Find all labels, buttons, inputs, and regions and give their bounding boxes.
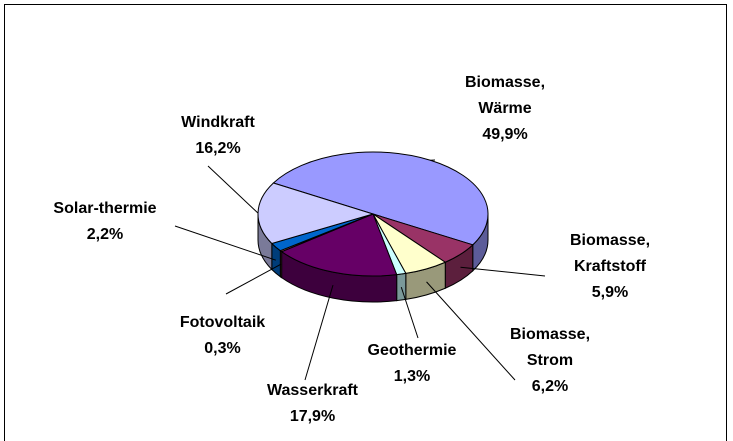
slice-top [272, 151, 489, 246]
leader-line [460, 266, 546, 277]
slice-value: 49,9% [482, 126, 528, 143]
slice-value: 0,3% [204, 340, 241, 357]
leader-line [426, 281, 516, 381]
slice-name: Geothermie [367, 342, 457, 359]
slice-label: Biomasse, Kraftstoff 5,9% [555, 228, 665, 306]
slice-name: Fotovoltaik [179, 314, 266, 331]
slice-label: Wasserkraft 17,9% [250, 378, 375, 430]
slice-value: 2,2% [86, 226, 124, 243]
pie-slice [280, 213, 398, 303]
slice-top [257, 182, 375, 245]
leader-line [400, 286, 419, 339]
slice-label: Geothermie 1,3% [352, 338, 472, 390]
pie-slice [257, 182, 375, 271]
slice-name: Solar-thermie [53, 200, 157, 217]
slice-value: 1,3% [393, 368, 431, 385]
slice-label: Biomasse, Wärme 49,9% [445, 70, 565, 148]
slice-value: 5,9% [591, 284, 629, 301]
slice-value: 16,2% [195, 140, 241, 157]
slice-label: Windkraft 16,2% [158, 110, 278, 162]
slice-label: Biomasse, Strom 6,2% [495, 322, 605, 400]
slice-name: Biomasse, Strom [509, 326, 591, 369]
slice-name: Wasserkraft [266, 382, 358, 399]
leader-line [225, 263, 282, 295]
slice-name: Biomasse, Kraftstoff [569, 232, 651, 275]
slice-top [280, 213, 398, 277]
leader-line [304, 284, 334, 381]
leader-line [207, 165, 259, 214]
slice-name: Windkraft [181, 114, 255, 131]
slice-value: 6,2% [531, 378, 569, 395]
slice-label: Solar-thermie 2,2% [30, 196, 180, 248]
slice-label: Fotovoltaik 0,3% [160, 310, 285, 362]
pie-slice [372, 213, 407, 302]
slice-value: 17,9% [289, 408, 336, 425]
leader-line [174, 225, 277, 261]
slice-name: Biomasse, Wärme [464, 74, 546, 117]
